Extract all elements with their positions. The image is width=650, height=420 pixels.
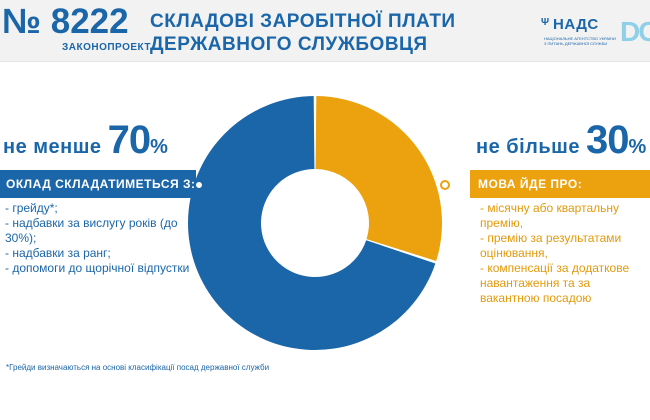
left-value: 70 bbox=[107, 118, 151, 162]
right-list-item: - місячну або квартальну премію, bbox=[480, 201, 620, 230]
page-title: СКЛАДОВІ ЗАРОБІТНОЇ ПЛАТИ ДЕРЖАВНОГО СЛУ… bbox=[150, 10, 456, 56]
footnote: *Грейди визначаються на основі класифіка… bbox=[6, 363, 270, 372]
right-percentage: не більше 30% bbox=[476, 118, 646, 163]
right-prefix: не більше bbox=[476, 136, 587, 158]
left-list: - грейду*; - надбавки за вислугу років (… bbox=[5, 201, 190, 276]
left-percentage: не менше 70% bbox=[3, 118, 168, 163]
right-value: 30 bbox=[586, 118, 629, 162]
right-connector-dot bbox=[440, 180, 450, 190]
title-line-1: СКЛАДОВІ ЗАРОБІТНОЇ ПЛАТИ bbox=[150, 11, 456, 32]
nads-logo-line-1: НАЦІОНАЛЬНЕ АГЕНТСТВО УКРАЇНИ bbox=[544, 36, 616, 41]
left-list-item: - надбавки за вислугу років (до 30%); bbox=[5, 216, 178, 245]
right-list-item: - компенсації за додаткове навантаження … bbox=[480, 261, 630, 305]
nads-logo-line-2: З ПИТАНЬ ДЕРЖАВНОЇ СЛУЖБИ bbox=[544, 41, 608, 46]
nads-logo-name: НАДС bbox=[553, 16, 599, 33]
right-unit: % bbox=[628, 136, 647, 158]
header-banner: № 8222 ЗАКОНОПРОЕКТ СКЛАДОВІ ЗАРОБІТНОЇ … bbox=[0, 0, 650, 62]
title-line-2: ДЕРЖАВНОГО СЛУЖБОВЦЯ bbox=[150, 34, 428, 55]
left-list-item: - допомоги до щорічної відпустки bbox=[5, 261, 190, 275]
donut-slice-oklad bbox=[188, 96, 436, 351]
left-list-item: - надбавки за ранг; bbox=[5, 246, 111, 260]
bill-label: ЗАКОНОПРОЕКТ bbox=[62, 42, 152, 53]
right-bar: МОВА ЙДЕ ПРО: bbox=[470, 170, 650, 198]
left-connector-dot bbox=[194, 180, 204, 190]
left-unit: % bbox=[150, 136, 168, 158]
left-list-item: - грейду*; bbox=[5, 201, 58, 215]
nads-logo: Ψ НАДС НАЦІОНАЛЬНЕ АГЕНТСТВО УКРАЇНИ З П… bbox=[541, 16, 616, 51]
right-list: - місячну або квартальну премію, - премі… bbox=[480, 201, 650, 306]
trident-icon: Ψ bbox=[541, 17, 550, 28]
bill-number: № 8222 bbox=[2, 2, 129, 41]
donut-slice-other bbox=[315, 96, 442, 261]
right-list-item: - премію за результатами оцінювання, bbox=[480, 231, 622, 260]
left-prefix: не менше bbox=[3, 136, 108, 158]
dc-logo: DC bbox=[620, 16, 650, 47]
left-bar: ОКЛАД СКЛАДАТИМЕТЬСЯ З: bbox=[0, 170, 196, 198]
